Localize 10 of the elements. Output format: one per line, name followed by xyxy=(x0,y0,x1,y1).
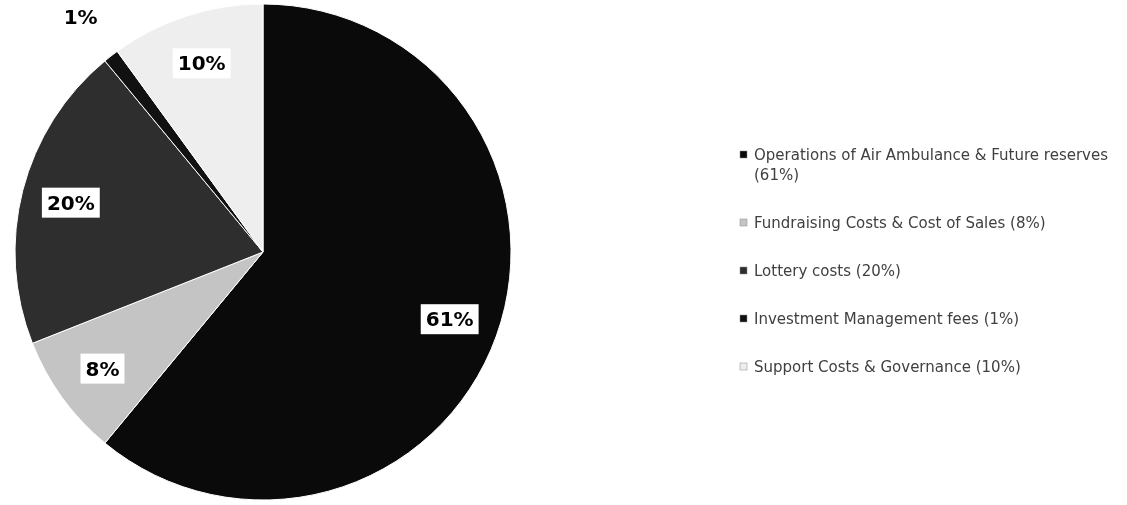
data-label: 61% xyxy=(425,307,474,332)
data-label: 1% xyxy=(63,4,98,29)
data-label: 8% xyxy=(85,356,120,381)
legend-label: Support Costs & Governance (10%) xyxy=(754,358,1021,376)
legend-label: Investment Management fees (1%) xyxy=(754,310,1020,328)
legend-label: Fundraising Costs & Cost of Sales (8%) xyxy=(754,214,1046,232)
data-label: 10% xyxy=(177,51,226,76)
data-label: 20% xyxy=(46,190,95,215)
legend-label: Operations of Air Ambulance & Future reserves (61%) xyxy=(754,146,1109,184)
legend-label: Lottery costs (20%) xyxy=(754,262,901,280)
